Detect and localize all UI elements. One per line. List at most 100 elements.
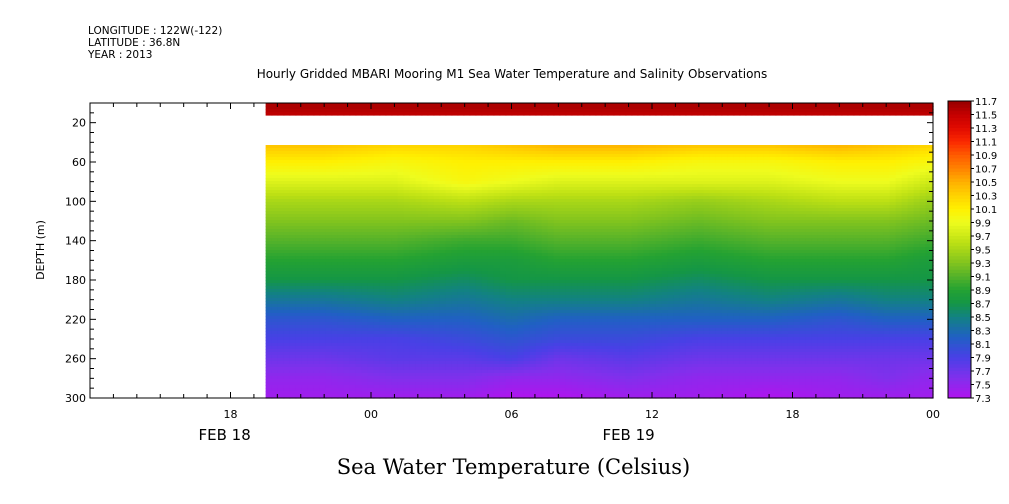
- field-cell: [349, 256, 357, 260]
- field-cell: [481, 166, 489, 170]
- field-cell: [475, 112, 483, 116]
- field-cell: [589, 352, 597, 356]
- field-cell: [337, 172, 345, 176]
- field-cell: [529, 112, 537, 116]
- field-cell: [361, 193, 369, 197]
- field-cell: [439, 253, 447, 257]
- field-cell: [421, 172, 429, 176]
- field-cell: [547, 241, 555, 245]
- field-cell: [403, 295, 411, 299]
- field-cell: [463, 358, 471, 362]
- field-cell: [343, 301, 351, 305]
- field-cell: [355, 178, 363, 182]
- field-cell: [577, 223, 585, 227]
- field-cell: [469, 160, 477, 164]
- field-cell: [565, 214, 573, 218]
- field-cell: [313, 190, 321, 194]
- field-cell: [361, 238, 369, 242]
- field-cell: [541, 334, 549, 338]
- field-cell: [373, 325, 381, 329]
- field-cell: [505, 361, 513, 365]
- field-cell: [469, 295, 477, 299]
- field-cell: [349, 271, 357, 275]
- field-cell: [385, 238, 393, 242]
- field-cell: [433, 319, 441, 323]
- field-cell: [265, 106, 273, 110]
- field-cell: [475, 337, 483, 341]
- field-cell: [457, 244, 465, 248]
- field-cell: [403, 367, 411, 371]
- field-cell: [463, 271, 471, 275]
- field-cell: [451, 382, 459, 386]
- field-cell: [559, 184, 567, 188]
- field-cell: [475, 109, 483, 113]
- field-cell: [337, 148, 345, 152]
- field-cell: [403, 307, 411, 311]
- field-cell: [331, 148, 339, 152]
- field-cell: [517, 313, 525, 317]
- field-cell: [553, 259, 561, 263]
- field-cell: [391, 169, 399, 173]
- field-cell: [313, 325, 321, 329]
- field-cell: [349, 325, 357, 329]
- field-cell: [451, 256, 459, 260]
- field-cell: [409, 340, 417, 344]
- field-cell: [367, 274, 375, 278]
- field-cell: [439, 364, 447, 368]
- field-cell: [493, 181, 501, 185]
- field-cell: [463, 193, 471, 197]
- field-cell: [427, 289, 435, 293]
- field-cell: [499, 337, 507, 341]
- field-cell: [349, 370, 357, 374]
- field-cell: [289, 247, 297, 251]
- field-cell: [493, 364, 501, 368]
- field-cell: [283, 181, 291, 185]
- field-cell: [313, 298, 321, 302]
- field-cell: [481, 364, 489, 368]
- field-cell: [517, 202, 525, 206]
- field-cell: [271, 370, 279, 374]
- field-cell: [523, 232, 531, 236]
- field-cell: [553, 106, 561, 110]
- field-cell: [553, 382, 561, 386]
- field-cell: [343, 337, 351, 341]
- field-cell: [493, 223, 501, 227]
- field-cell: [511, 286, 519, 290]
- field-cell: [439, 229, 447, 233]
- field-cell: [457, 271, 465, 275]
- field-cell: [379, 280, 387, 284]
- field-cell: [277, 178, 285, 182]
- field-cell: [349, 166, 357, 170]
- field-cell: [313, 322, 321, 326]
- field-cell: [577, 259, 585, 263]
- field-cell: [571, 376, 579, 380]
- field-cell: [535, 310, 543, 314]
- field-cell: [523, 262, 531, 266]
- field-cell: [571, 349, 579, 353]
- field-cell: [487, 286, 495, 290]
- field-cell: [349, 340, 357, 344]
- field-cell: [337, 256, 345, 260]
- field-cell: [373, 268, 381, 272]
- field-cell: [307, 289, 315, 293]
- field-cell: [307, 385, 315, 389]
- field-cell: [355, 175, 363, 179]
- field-cell: [319, 358, 327, 362]
- field-cell: [385, 184, 393, 188]
- field-cell: [511, 367, 519, 371]
- field-cell: [457, 238, 465, 242]
- field-cell: [427, 304, 435, 308]
- field-cell: [559, 352, 567, 356]
- field-cell: [553, 277, 561, 281]
- field-cell: [595, 145, 603, 149]
- field-cell: [427, 346, 435, 350]
- field-cell: [361, 241, 369, 245]
- field-cell: [499, 226, 507, 230]
- field-cell: [445, 103, 453, 107]
- field-cell: [487, 328, 495, 332]
- field-cell: [547, 256, 555, 260]
- field-cell: [427, 169, 435, 173]
- field-cell: [595, 355, 603, 359]
- field-cell: [373, 292, 381, 296]
- field-cell: [427, 274, 435, 278]
